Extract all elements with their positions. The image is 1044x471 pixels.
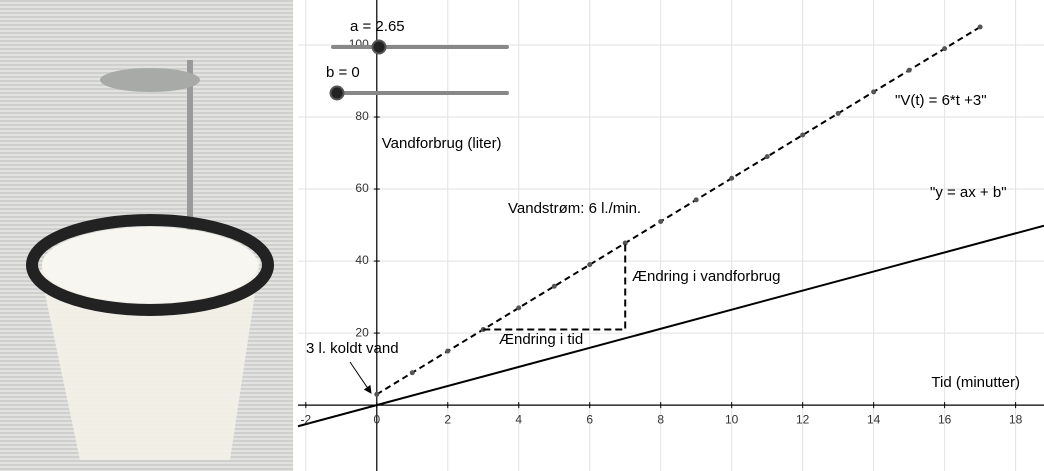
x-tick-label: 18	[1009, 412, 1023, 426]
annotation: Ændring i vandforbrug	[632, 268, 780, 285]
x-tick-label: 16	[938, 412, 952, 426]
point	[800, 133, 805, 138]
y-axis-label: Vandforbrug (liter)	[382, 135, 502, 152]
annotation: Ændring i tid	[499, 331, 583, 348]
screen: -2 0 2 4 6 8 10 12 14 16 18 20 40 60 80 100 Tid (minutte…	[0, 0, 1044, 471]
x-tick-label: 2	[444, 412, 451, 426]
series-line	[298, 226, 1044, 427]
point	[729, 176, 734, 181]
point	[587, 262, 592, 267]
slider-label: b = 0	[326, 64, 360, 81]
y-tick-label: 40	[355, 253, 369, 267]
annotation: Vandstrøm: 6 l./min.	[508, 200, 641, 217]
point	[658, 219, 663, 224]
y-tick-label: 100	[349, 37, 369, 51]
legend-label: "y = ax + b"	[930, 184, 1007, 201]
point	[836, 111, 841, 116]
x-tick-label: 12	[796, 412, 810, 426]
annotation: 3 l. koldt vand	[306, 340, 399, 357]
point	[516, 305, 521, 310]
series-line	[377, 27, 980, 394]
point	[871, 89, 876, 94]
point	[374, 392, 379, 397]
point	[694, 197, 699, 202]
y-tick-label: 60	[355, 181, 369, 195]
legend-label: "V(t) = 6*t +3"	[895, 92, 987, 109]
slider-knob[interactable]	[373, 41, 386, 54]
point	[445, 349, 450, 354]
point	[410, 370, 415, 375]
slider-label: a = 2.65	[350, 18, 405, 35]
x-tick-label: 0	[373, 412, 380, 426]
x-tick-label: -2	[300, 412, 311, 426]
x-tick-label: 8	[657, 412, 664, 426]
point	[552, 284, 557, 289]
graphing-view: -2 0 2 4 6 8 10 12 14 16 18 20 40 60 80 100 Tid (minutte…	[0, 0, 1044, 471]
point	[765, 154, 770, 159]
x-tick-label: 10	[725, 412, 739, 426]
y-tick-label: 80	[355, 109, 369, 123]
annotation-arrow	[350, 362, 371, 393]
slider-knob[interactable]	[331, 87, 344, 100]
x-tick-label: 6	[586, 412, 593, 426]
y-tick-label: 20	[355, 325, 369, 339]
x-axis-label: Tid (minutter)	[931, 374, 1020, 391]
point	[907, 68, 912, 73]
point	[978, 25, 983, 30]
point	[942, 46, 947, 51]
x-tick-label: 14	[867, 412, 881, 426]
x-tick-label: 4	[515, 412, 522, 426]
